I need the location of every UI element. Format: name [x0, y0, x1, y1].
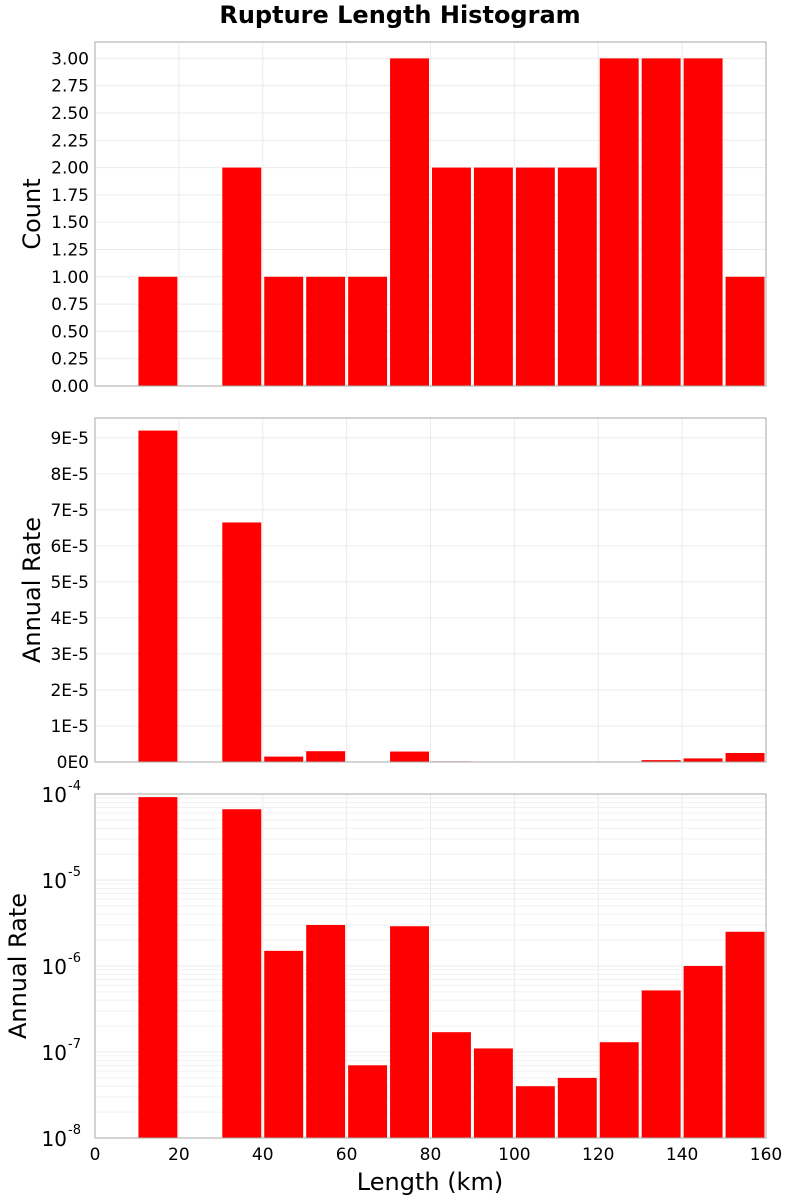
histogram-bar	[306, 751, 346, 762]
histogram-bar	[348, 1065, 388, 1138]
y-tick-exponent: -8	[68, 1123, 81, 1138]
y-tick-exponent: -4	[68, 779, 81, 794]
x-tick-label: 100	[498, 1145, 530, 1165]
y-axis-label: Annual Rate	[4, 893, 32, 1039]
histogram-bar	[138, 797, 178, 1138]
y-tick-label: 0.50	[51, 322, 89, 342]
x-tick-label: 160	[750, 1145, 782, 1165]
histogram-bar	[683, 58, 723, 386]
y-tick-label: 2.75	[51, 77, 89, 97]
histogram-bar	[138, 430, 178, 762]
histogram-bar	[641, 990, 681, 1138]
y-tick-label: 10	[42, 869, 67, 893]
y-tick-label: 10	[42, 955, 67, 979]
y-tick-label: 3E-5	[50, 645, 89, 665]
y-tick-label: 0.00	[51, 377, 89, 397]
y-tick-label: 6E-5	[50, 537, 89, 557]
histogram-bar	[473, 167, 513, 386]
histogram-bar	[222, 167, 262, 386]
histogram-bar	[641, 58, 681, 386]
histogram-bar	[222, 809, 262, 1138]
histogram-bar	[599, 1042, 639, 1138]
histogram-bar	[473, 1048, 513, 1138]
histogram-bar	[432, 1032, 471, 1138]
y-tick-label: 2.25	[51, 131, 89, 151]
histogram-bar	[683, 758, 723, 762]
plot-border	[94, 417, 767, 763]
y-tick-label: 0E0	[57, 753, 89, 773]
x-tick-label: 40	[252, 1145, 274, 1165]
histogram-bar	[264, 756, 304, 762]
histogram-bar	[222, 522, 262, 762]
y-tick-label: 3.00	[51, 49, 89, 69]
histogram-bar	[138, 276, 178, 386]
histogram-bar	[515, 1086, 555, 1138]
histogram-bar	[641, 760, 681, 762]
x-tick-label: 120	[582, 1145, 614, 1165]
y-axis-label: Annual Rate	[18, 517, 46, 663]
y-tick-exponent: -5	[68, 865, 81, 880]
histogram-bar	[683, 966, 723, 1138]
chart-title: Rupture Length Histogram	[219, 1, 580, 29]
histogram-bar	[390, 751, 429, 762]
histogram-bar	[390, 58, 429, 386]
histogram-bar	[432, 167, 471, 386]
x-tick-label: 60	[336, 1145, 358, 1165]
y-tick-label: 10	[42, 1041, 67, 1065]
y-tick-label: 10	[42, 1127, 67, 1151]
y-tick-label: 0.25	[51, 350, 89, 370]
histogram-bar	[725, 931, 765, 1138]
histogram-bar	[725, 276, 765, 386]
histogram-bar	[557, 167, 597, 386]
y-tick-label: 5E-5	[50, 573, 89, 593]
panels-group: 0.00 0.25 0.50 0.75 1.00 1.25 1.50 1.75 2.00 2.25…	[4, 41, 782, 1165]
x-tick-label: 0	[90, 1145, 101, 1165]
y-tick-label: 10	[42, 783, 67, 807]
y-tick-label: 8E-5	[50, 465, 89, 485]
y-tick-label: 2.00	[51, 159, 89, 179]
y-tick-label: 2.50	[51, 104, 89, 124]
histogram-bar	[264, 950, 304, 1138]
histogram-bar	[515, 167, 555, 386]
panel-1: 0.00 0.25 0.50 0.75 1.00 1.25 1.50 1.75 2.00 2.25…	[18, 41, 767, 397]
y-axis-label: Count	[18, 178, 46, 249]
y-tick-label: 0.75	[51, 295, 89, 315]
y-tick-label: 1E-5	[50, 717, 89, 737]
histogram-bar	[306, 924, 346, 1138]
y-tick-label: 1.75	[51, 186, 89, 206]
y-tick-label: 4E-5	[50, 609, 89, 629]
y-tick-label: 7E-5	[50, 501, 89, 521]
y-tick-label: 1.25	[51, 240, 89, 260]
y-tick-exponent: -7	[68, 1037, 81, 1052]
histogram-bar	[599, 58, 639, 386]
plot-border	[94, 41, 767, 387]
y-tick-exponent: -6	[68, 951, 81, 966]
histogram-bar	[725, 752, 765, 762]
x-tick-label: 20	[168, 1145, 190, 1165]
x-tick-label: 80	[420, 1145, 442, 1165]
plot-border	[94, 793, 767, 1139]
panel-2: 0E0 1E-5 2E-5 3E-5 4E-5 5E-5 6E-5 7E-5 8E-5 9E-5 A…	[18, 417, 767, 773]
y-tick-label: 1.00	[51, 268, 89, 288]
y-tick-label: 9E-5	[50, 429, 89, 449]
histogram-bar	[264, 276, 304, 386]
histogram-bar	[306, 276, 346, 386]
x-axis-label: Length (km)	[357, 1168, 503, 1196]
histogram-bar	[557, 1077, 597, 1138]
histogram-bar	[348, 276, 388, 386]
y-tick-label: 1.50	[51, 213, 89, 233]
x-tick-label: 140	[666, 1145, 698, 1165]
histogram-bar	[390, 926, 429, 1138]
y-tick-label: 2E-5	[50, 681, 89, 701]
